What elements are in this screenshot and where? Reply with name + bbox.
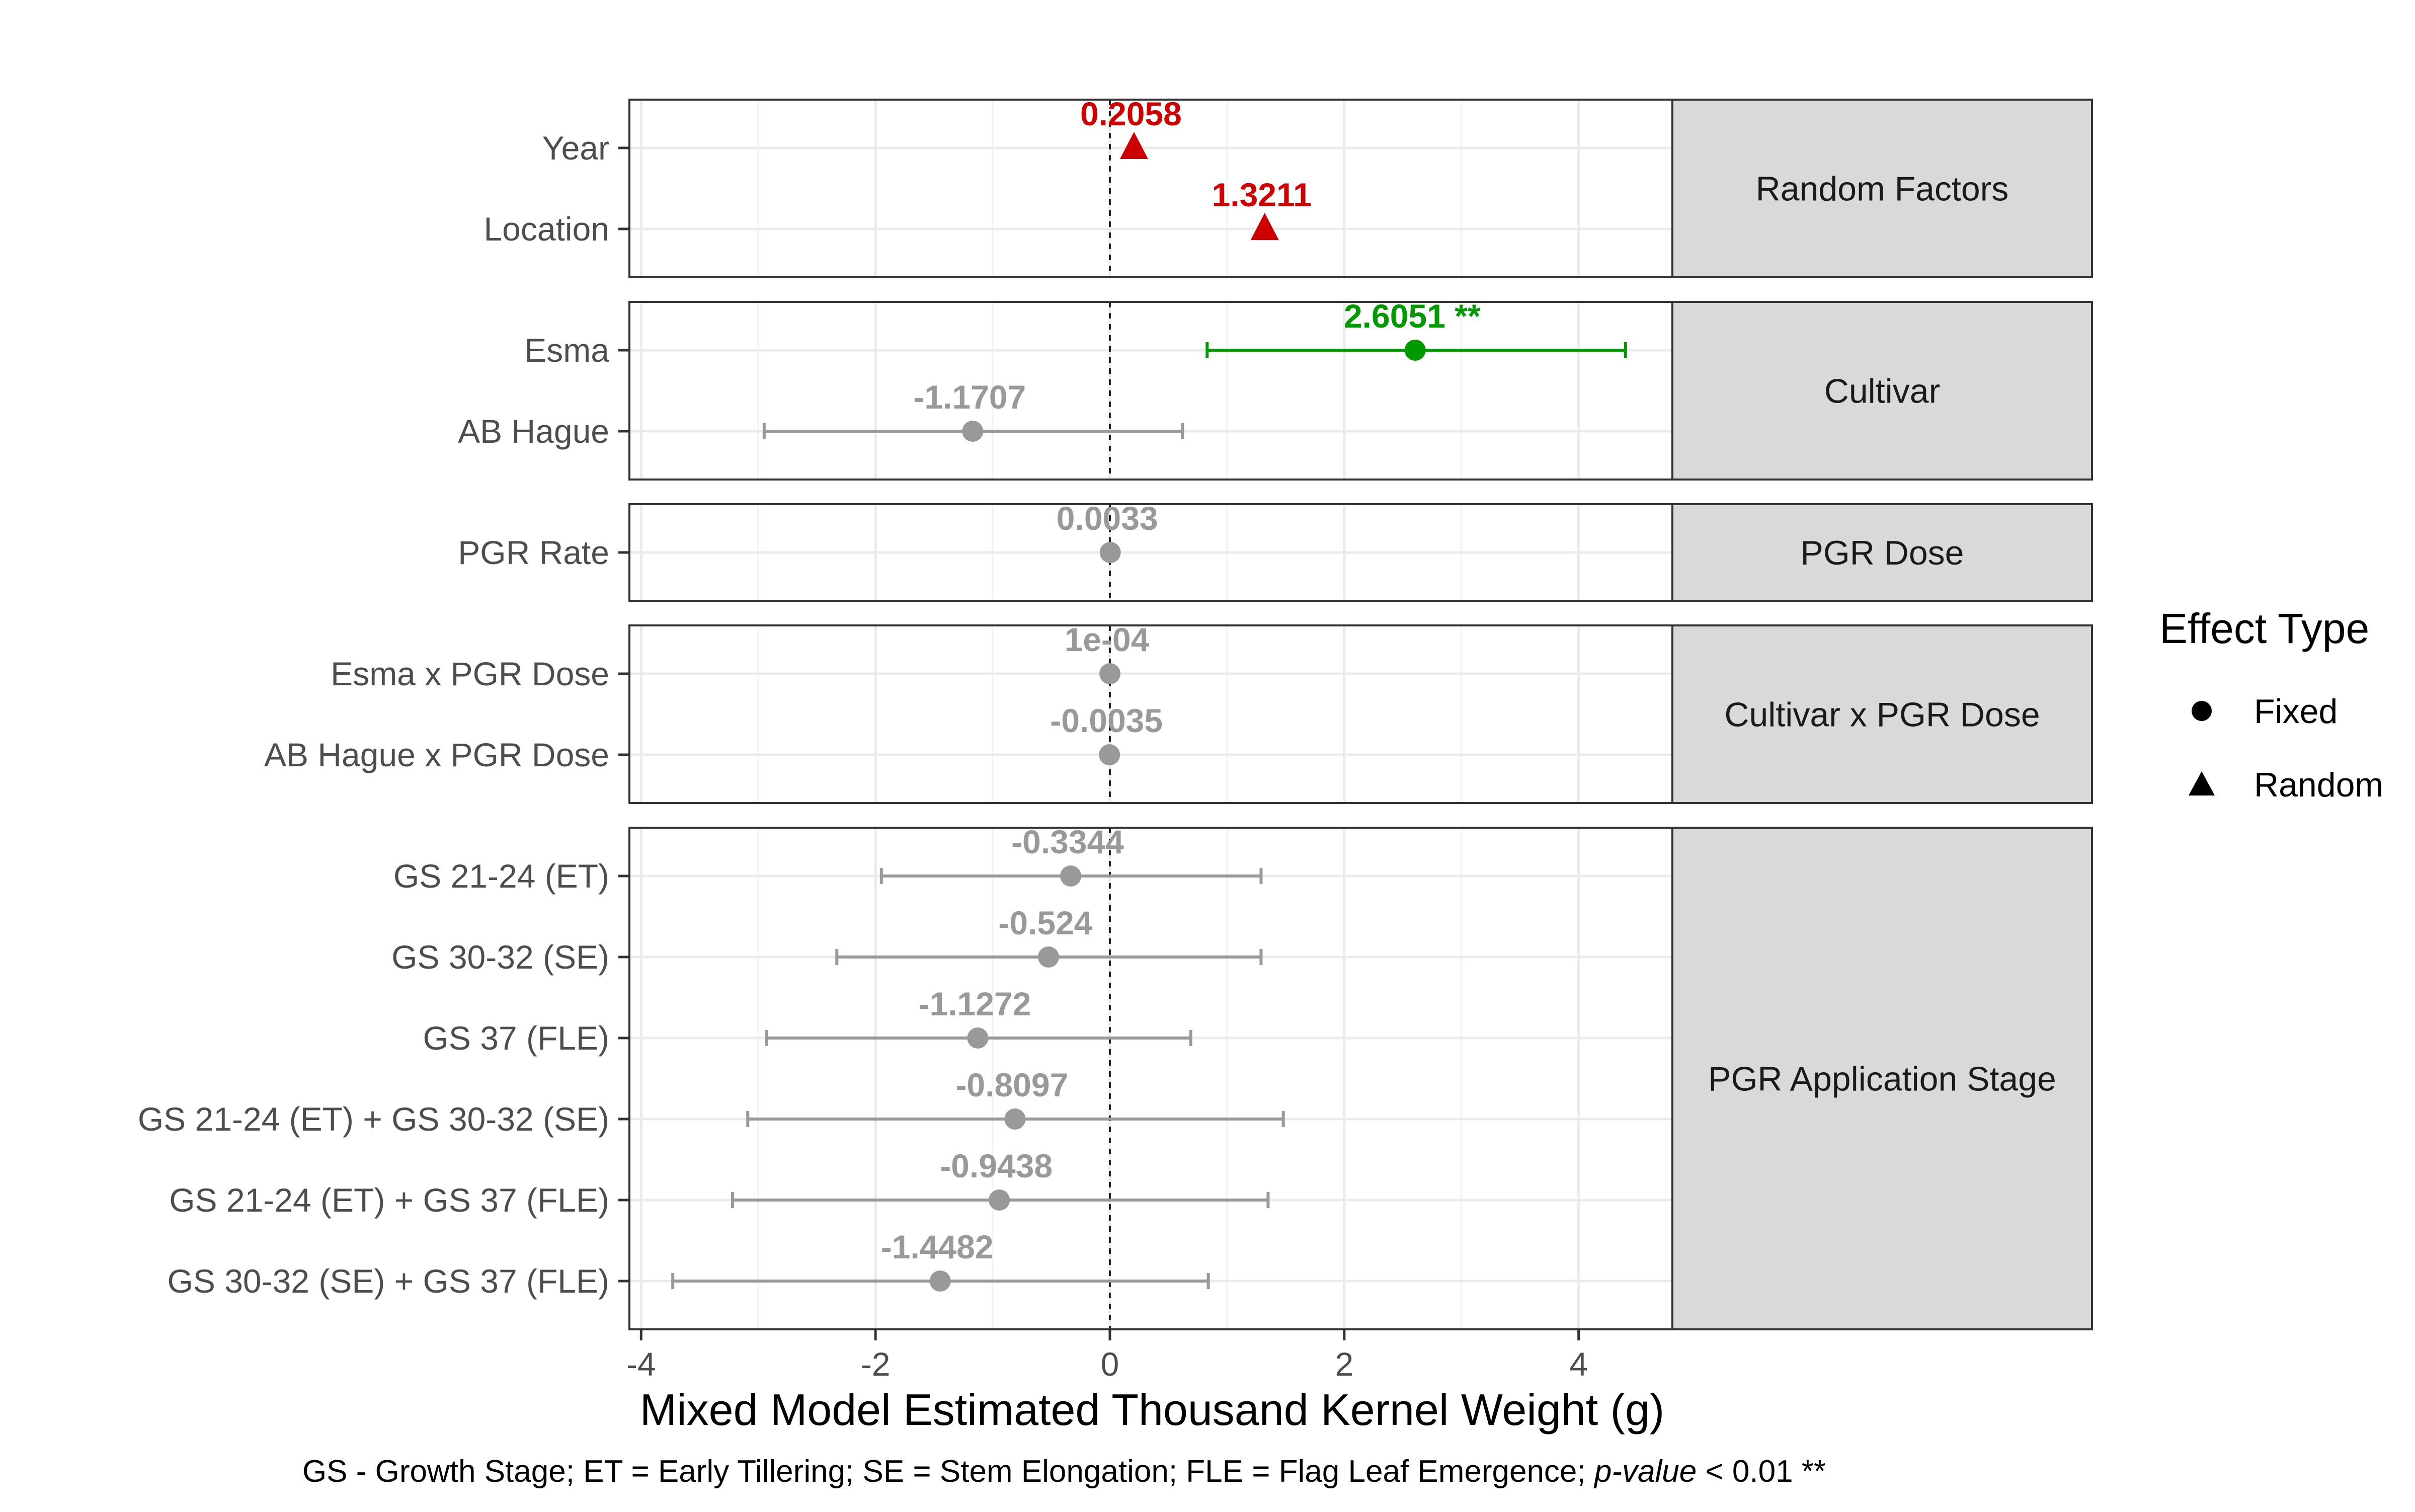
row-3-0: Esma x PGR Dose 1e-04 xyxy=(331,621,1150,692)
row-0-0: Year 0.2058 xyxy=(542,95,1182,167)
x-tick-label: -2 xyxy=(861,1345,891,1383)
panel-background xyxy=(629,100,1672,277)
y-tick-label: Esma x PGR Dose xyxy=(331,655,609,692)
strip-label: Cultivar xyxy=(1824,372,1941,411)
estimate-label: 2.6051 ** xyxy=(1344,297,1481,335)
row-4-0: GS 21-24 (ET) -0.3344 xyxy=(393,823,1263,895)
panel-background xyxy=(629,828,1672,1329)
fixed-effect-point xyxy=(962,421,984,442)
fixed-effect-point xyxy=(989,1189,1010,1211)
panel-background xyxy=(629,625,1672,803)
strip-background xyxy=(1671,301,2093,481)
strip-label: Random Factors xyxy=(1756,170,2009,208)
y-tick-label: GS 30-32 (SE) + GS 37 (FLE) xyxy=(168,1262,610,1300)
strip-label: PGR Application Stage xyxy=(1708,1060,2056,1098)
strip-label: PGR Dose xyxy=(1801,534,1964,572)
panel-0: Year 0.2058 Location 1.3211 Random Factors xyxy=(484,95,2093,278)
row-2-0: PGR Rate 0.0033 xyxy=(458,500,1158,571)
panel-3: Esma x PGR Dose 1e-04 AB Hague x PGR Dose -… xyxy=(264,621,2093,804)
estimate-label: -0.524 xyxy=(998,904,1092,941)
row-4-1: GS 30-32 (SE) -0.524 xyxy=(391,904,1263,976)
estimate-label: 0.0033 xyxy=(1057,500,1158,537)
y-tick-label: AB Hague xyxy=(458,413,609,450)
legend-entries: Fixed Random xyxy=(2189,692,2383,804)
x-axis: -4 -2 0 2 4 xyxy=(626,1329,1588,1383)
estimate-label: 1.3211 xyxy=(1212,176,1312,213)
x-axis-title: Mixed Model Estimated Thousand Kernel We… xyxy=(640,1385,1664,1435)
y-tick-label: PGR Rate xyxy=(458,534,609,571)
y-tick-label: AB Hague x PGR Dose xyxy=(264,736,609,773)
estimate-label: -0.8097 xyxy=(955,1066,1068,1103)
row-4-4: GS 21-24 (ET) + GS 37 (FLE) -0.9438 xyxy=(169,1147,1270,1219)
fixed-effect-point xyxy=(929,1270,951,1292)
y-tick-label: Year xyxy=(542,129,609,167)
y-tick-label: Location xyxy=(484,210,609,248)
caption-tail: < 0.01 ** xyxy=(1697,1454,1826,1489)
y-tick-label: GS 30-32 (SE) xyxy=(391,938,609,976)
x-tick-label: -4 xyxy=(626,1345,656,1383)
caption: GS - Growth Stage; ET = Early Tillering;… xyxy=(302,1454,1826,1489)
fixed-effect-point xyxy=(1404,340,1426,361)
estimate-label: 1e-04 xyxy=(1065,621,1150,658)
y-tick-label: GS 21-24 (ET) + GS 37 (FLE) xyxy=(169,1181,609,1219)
row-1-0: Esma 2.6051 ** xyxy=(524,297,1627,369)
row-0-1: Location 1.3211 xyxy=(484,176,1311,248)
x-tick-label: 4 xyxy=(1569,1345,1588,1383)
legend-circle-key xyxy=(2192,701,2212,721)
fixed-effect-point xyxy=(1037,946,1059,968)
estimate-label: -1.1707 xyxy=(913,378,1026,416)
estimate-label: -0.9438 xyxy=(940,1147,1053,1184)
estimate-label: -0.0035 xyxy=(1050,702,1163,739)
panels-layer: Year 0.2058 Location 1.3211 Random Factors Es… xyxy=(138,95,2093,1330)
strip-background xyxy=(1671,624,2093,804)
y-tick-label: GS 21-24 (ET) xyxy=(393,857,609,895)
fixed-effect-point xyxy=(1099,542,1121,563)
row-1-1: AB Hague -1.1707 xyxy=(458,378,1184,450)
row-4-2: GS 37 (FLE) -1.1272 xyxy=(423,985,1192,1057)
legend-title: Effect Type xyxy=(2159,605,2369,652)
row-3-1: AB Hague x PGR Dose -0.0035 xyxy=(264,702,1163,773)
fixed-effect-point xyxy=(1060,865,1082,887)
random-effect-point xyxy=(1119,132,1148,159)
strip-background xyxy=(1671,827,2093,1330)
fixed-effect-point xyxy=(1099,744,1120,765)
caption-text: GS - Growth Stage; ET = Early Tillering;… xyxy=(302,1454,1594,1489)
panel-2: PGR Rate 0.0033 PGR Dose xyxy=(458,500,2093,602)
fixed-effect-point xyxy=(1004,1108,1026,1130)
strip-background xyxy=(1671,99,2093,278)
fixed-effect-point xyxy=(967,1027,989,1049)
y-tick-label: GS 21-24 (ET) + GS 30-32 (SE) xyxy=(138,1100,609,1138)
fixed-effect-point xyxy=(1099,663,1121,684)
random-effect-point xyxy=(1250,213,1279,240)
legend-label: Random xyxy=(2254,766,2383,804)
panel-background xyxy=(629,302,1672,480)
row-4-3: GS 21-24 (ET) + GS 30-32 (SE) -0.8097 xyxy=(138,1066,1285,1138)
estimate-label: -0.3344 xyxy=(1011,823,1124,860)
estimate-label: 0.2058 xyxy=(1080,95,1182,132)
y-tick-label: GS 37 (FLE) xyxy=(423,1019,609,1057)
caption-italic: p-value xyxy=(1593,1454,1697,1489)
strip-background xyxy=(1671,503,2093,602)
legend-triangle-key xyxy=(2189,771,2215,795)
legend: Effect Type Fixed Random xyxy=(2159,605,2383,804)
estimate-label: -1.4482 xyxy=(881,1228,994,1265)
strip-label: Cultivar x PGR Dose xyxy=(1724,696,2040,734)
row-4-5: GS 30-32 (SE) + GS 37 (FLE) -1.4482 xyxy=(168,1228,1210,1300)
legend-label: Fixed xyxy=(2254,692,2338,731)
panel-1: Esma 2.6051 ** AB Hague -1.1707 Cultivar xyxy=(458,297,2093,481)
x-tick-label: 2 xyxy=(1335,1345,1353,1383)
x-tick-label: 0 xyxy=(1101,1345,1119,1383)
y-tick-label: Esma xyxy=(524,332,609,369)
estimate-label: -1.1272 xyxy=(918,985,1031,1022)
